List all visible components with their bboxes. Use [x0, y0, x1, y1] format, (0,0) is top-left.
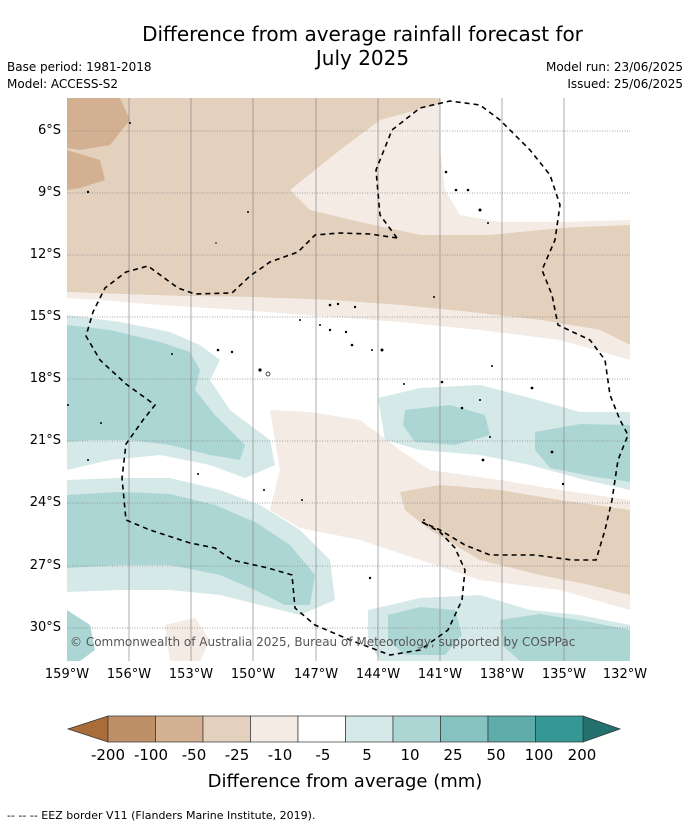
- wet-region-west: [67, 325, 245, 460]
- lat-label: 24°S: [29, 495, 61, 510]
- colorbar-segment: [487, 715, 536, 743]
- meta-left: Base period: 1981-2018 Model: ACCESS-S2: [7, 59, 152, 93]
- colorbar-tick: 5: [362, 746, 372, 764]
- colorbar-segment: [155, 715, 204, 743]
- base-period: Base period: 1981-2018: [7, 60, 152, 74]
- lon-label: 144°W: [355, 667, 401, 682]
- wet-region-south-a: [388, 607, 462, 655]
- title-line-2: July 2025: [315, 46, 410, 70]
- wet-region-south-west-corner: [67, 610, 95, 661]
- lon-label: 153°W: [168, 667, 214, 682]
- colorbar-segment: [345, 715, 394, 743]
- colorbar-tick: -5: [315, 746, 331, 764]
- colorbar-segment: [250, 715, 299, 743]
- colorbar-tick: -25: [224, 746, 250, 764]
- colorbar-segment: [107, 715, 156, 743]
- colorbar: [66, 715, 622, 743]
- lon-label: 135°W: [541, 667, 587, 682]
- colorbar-extend-right: [582, 715, 622, 743]
- colorbar-tick: 200: [567, 746, 597, 764]
- colorbar-segment: [392, 715, 441, 743]
- colorbar-tick: -10: [267, 746, 293, 764]
- colorbar-tick: 10: [400, 746, 420, 764]
- colorbar-segment: [202, 715, 251, 743]
- wet-band-east-a: [403, 405, 490, 445]
- lon-label: 159°W: [44, 667, 90, 682]
- islands: [67, 122, 565, 580]
- dry-patch-west: [67, 150, 105, 190]
- title-line-1: Difference from average rainfall forecas…: [142, 22, 583, 46]
- lon-label: 141°W: [417, 667, 463, 682]
- lat-label: 30°S: [29, 620, 61, 635]
- lat-label: 27°S: [29, 558, 61, 573]
- lon-label: 147°W: [293, 667, 339, 682]
- map-field: [67, 98, 630, 661]
- colorbar-tick: 50: [486, 746, 506, 764]
- colorbar-segment: [535, 715, 584, 743]
- grid-lines: [67, 98, 630, 661]
- lon-label: 156°W: [106, 667, 152, 682]
- colorbar-tick: 25: [443, 746, 463, 764]
- lat-label: 21°S: [29, 433, 61, 448]
- model-run: Model run: 23/06/2025: [545, 60, 683, 74]
- wet-region-south-b: [500, 614, 630, 661]
- lat-label: 6°S: [37, 123, 61, 138]
- lon-label: 150°W: [230, 667, 276, 682]
- colorbar-tick: -50: [181, 746, 207, 764]
- chart-title: Difference from average rainfall forecas…: [90, 22, 635, 70]
- wet-free-north-east: [440, 98, 630, 222]
- lat-label: 15°S: [29, 309, 61, 324]
- colorbar-title: Difference from average (mm): [207, 771, 483, 792]
- lon-label: 132°W: [602, 667, 648, 682]
- issued-date: Issued: 25/06/2025: [567, 77, 683, 91]
- colorbar-segment: [440, 715, 489, 743]
- lon-label: 138°W: [479, 667, 525, 682]
- colorbar-extend-left: [66, 715, 109, 743]
- dry-patch-north-west: [67, 98, 130, 150]
- colorbar-tick: -200: [90, 746, 126, 764]
- eez-footnote: -- -- -- EEZ border V11 (Flanders Marine…: [7, 809, 316, 822]
- model-name: Model: ACCESS-S2: [7, 77, 119, 91]
- colorbar-tick: 100: [524, 746, 554, 764]
- dry-region-south-east: [400, 485, 630, 595]
- lat-label: 18°S: [29, 371, 61, 386]
- colorbar-tick: -100: [133, 746, 169, 764]
- dry-patch-south: [165, 618, 210, 661]
- eez-border-north-east: [375, 100, 629, 561]
- colorbar-segment: [297, 715, 346, 743]
- lat-label: 12°S: [29, 247, 61, 262]
- lat-label: 9°S: [37, 185, 61, 200]
- eez-border-central: [85, 232, 466, 656]
- wet-band-east-b: [535, 424, 630, 482]
- copyright-notice: © Commonwealth of Australia 2025, Bureau…: [70, 635, 576, 649]
- meta-right: Model run: 23/06/2025 Issued: 25/06/2025: [546, 59, 683, 93]
- light-dry-band-north: [67, 292, 630, 360]
